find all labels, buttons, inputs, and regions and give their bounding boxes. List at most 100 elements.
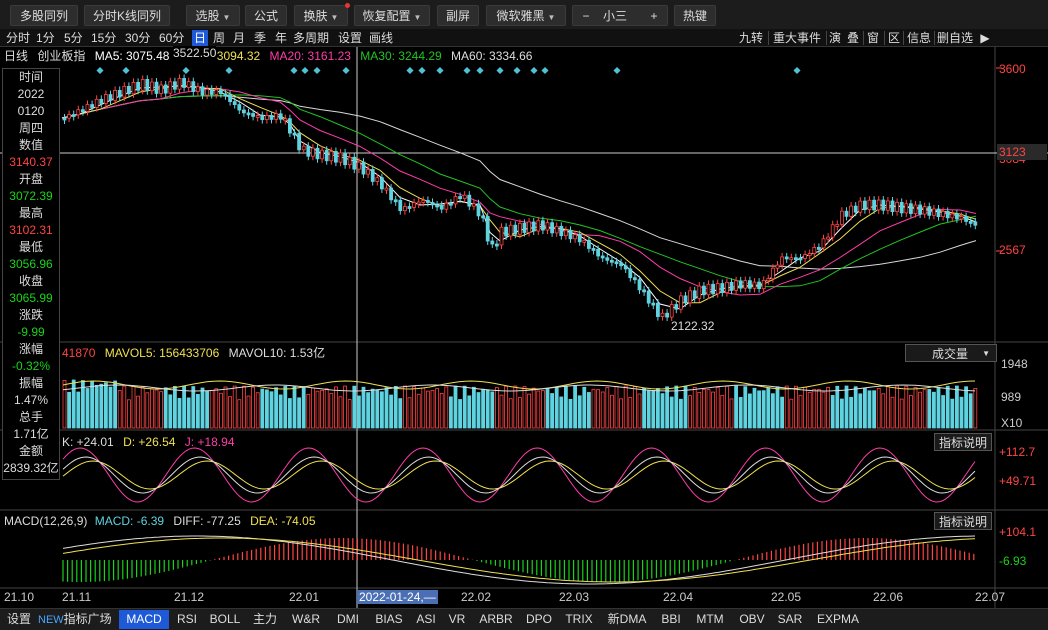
volume-bar	[812, 389, 817, 429]
intraday-k-button[interactable]: 分时K线同列	[84, 5, 170, 26]
volume-bar	[99, 383, 104, 429]
stock-pick-dropdown[interactable]: 选股 ▼	[186, 5, 240, 26]
tab-bias[interactable]: BIAS	[375, 612, 403, 626]
candle-body	[343, 152, 348, 166]
volume-bar	[310, 387, 315, 429]
volume-tick-top: 1948	[1001, 357, 1028, 371]
volume-bar	[743, 386, 748, 429]
candle-body	[99, 98, 104, 104]
font-size-increase-button[interactable]: +	[650, 9, 658, 23]
x-tick: 22.04	[663, 590, 694, 604]
volume-bar	[375, 389, 380, 429]
nine-turn-button[interactable]: 九转	[738, 31, 763, 45]
volume-bar	[863, 387, 867, 429]
delete-watchlist-button[interactable]: 删自选	[936, 31, 973, 45]
volume-bar	[76, 391, 81, 429]
overlay-button[interactable]: 叠	[846, 31, 859, 45]
collapse-panel-icon[interactable]: ▶	[980, 31, 990, 45]
window-button[interactable]: 窗	[866, 31, 879, 45]
period-day[interactable]: 日	[192, 30, 209, 46]
candle-body	[209, 88, 214, 95]
info-button[interactable]: 信息	[906, 31, 931, 45]
tab-rsi[interactable]: RSI	[176, 612, 197, 626]
range-button[interactable]: 区	[887, 31, 900, 45]
period-multi[interactable]: 多周期	[293, 31, 330, 45]
skin-dropdown[interactable]: 换肤 ▼	[294, 3, 350, 26]
macd-help-button[interactable]: 指标说明	[934, 512, 992, 530]
volume-bar	[182, 385, 187, 429]
candle-body	[697, 285, 702, 299]
tab-bbi[interactable]: BBI	[661, 612, 681, 626]
volume-bar	[320, 389, 325, 429]
volume-bar	[545, 388, 550, 429]
period-month[interactable]: 月	[233, 31, 246, 45]
major-events-button[interactable]: 重大事件	[772, 31, 821, 45]
ma5-line	[61, 85, 977, 310]
period-label: 日线	[4, 49, 29, 63]
period-1min[interactable]: 1分	[36, 31, 55, 45]
candle-body	[287, 118, 292, 134]
volume-bar	[771, 393, 775, 429]
font-dropdown[interactable]: 微软雅黑 ▼	[486, 5, 566, 26]
volume-bar	[895, 385, 899, 429]
indicator-plaza-tab[interactable]: NEW指标广场	[38, 610, 118, 629]
candle-body	[402, 206, 407, 212]
kdj-help-button[interactable]: 指标说明	[934, 433, 992, 451]
candle-body	[200, 86, 205, 96]
period-week[interactable]: 周	[213, 31, 226, 45]
tab-main-force[interactable]: 主力	[252, 612, 277, 626]
tab-sar[interactable]: SAR	[777, 612, 803, 626]
tab-arbr[interactable]: ARBR	[479, 612, 513, 626]
ma20-line	[61, 88, 977, 296]
tab-expma[interactable]: EXPMA	[816, 612, 859, 626]
event-marker	[463, 66, 471, 75]
volume-indicator-dropdown[interactable]: 成交量 ▼	[905, 344, 997, 362]
volume-bar	[361, 386, 366, 429]
tab-asi[interactable]: ASI	[416, 612, 436, 626]
hotkey-button[interactable]: 热键	[674, 5, 716, 26]
period-5min[interactable]: 5分	[64, 31, 83, 45]
ma60-line	[61, 95, 977, 270]
candle-body	[448, 202, 453, 206]
candle-body	[306, 145, 311, 157]
period-30min[interactable]: 30分	[125, 31, 151, 45]
period-intraday[interactable]: 分时	[6, 31, 31, 45]
tab-boll[interactable]: BOLL	[209, 612, 241, 626]
candle-body	[734, 280, 738, 291]
volume-bar	[752, 387, 757, 429]
candle-body	[881, 199, 886, 211]
tab-dpo[interactable]: DPO	[525, 612, 552, 626]
period-60min[interactable]: 60分	[159, 31, 185, 45]
multi-stock-button[interactable]: 多股同列	[10, 5, 78, 26]
tab-macd[interactable]: MACD	[119, 610, 169, 629]
tab-new-dma[interactable]: 新DMA	[607, 612, 647, 626]
volume-bar	[324, 388, 329, 429]
demo-button[interactable]: 演	[828, 31, 841, 45]
period-year[interactable]: 年	[275, 31, 288, 45]
formula-button[interactable]: 公式	[245, 5, 287, 26]
sub-screen-button[interactable]: 副屏	[437, 5, 479, 26]
period-quarter[interactable]: 季	[254, 31, 267, 45]
settings-tab[interactable]: 设置	[338, 31, 363, 45]
tab-trix[interactable]: TRIX	[565, 612, 593, 626]
volume-bar	[264, 389, 269, 429]
restore-config-dropdown[interactable]: 恢复配置 ▼	[354, 5, 430, 26]
font-size-decrease-button[interactable]: −	[582, 9, 590, 23]
period-15min[interactable]: 15分	[91, 31, 117, 45]
indicator-settings-tab[interactable]: 设置	[6, 612, 31, 626]
volume-label: 总手	[18, 410, 43, 424]
candle-body	[683, 295, 688, 304]
candle-body	[840, 210, 844, 225]
volume-bar	[246, 395, 251, 429]
tab-vr[interactable]: VR	[448, 612, 466, 626]
volume-bar	[945, 385, 950, 429]
drawing-tab[interactable]: 画线	[369, 31, 394, 45]
candle-body	[85, 104, 90, 112]
tab-dmi[interactable]: DMI	[337, 612, 359, 626]
candle-body	[656, 302, 660, 317]
tab-mtm[interactable]: MTM	[696, 612, 724, 626]
tab-wr[interactable]: W&R	[292, 612, 320, 626]
candle-body	[757, 281, 761, 290]
tab-obv[interactable]: OBV	[739, 612, 765, 626]
